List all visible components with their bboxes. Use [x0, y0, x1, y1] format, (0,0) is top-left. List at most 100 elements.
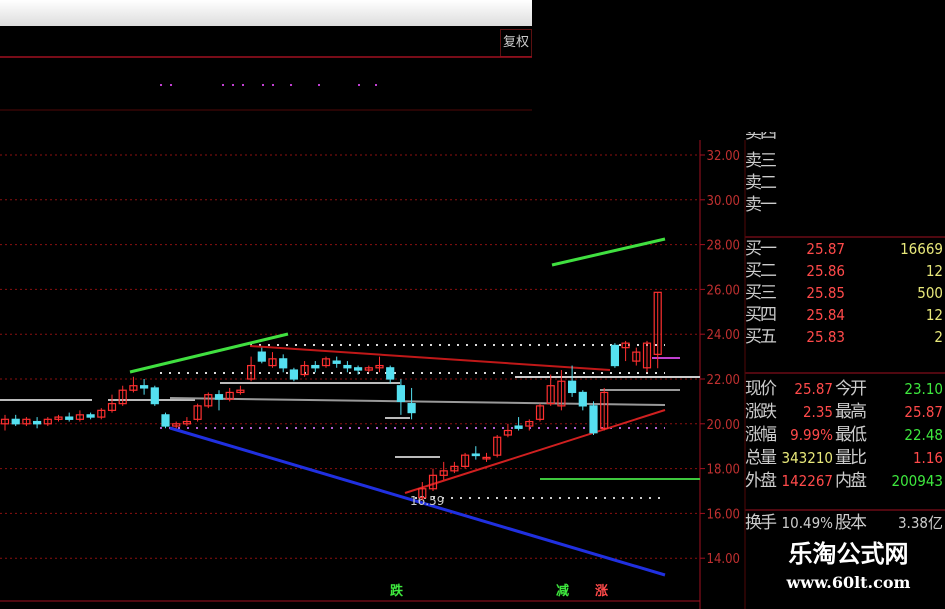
candle-body	[129, 385, 138, 391]
indicator-dot	[318, 84, 320, 86]
candle-body	[65, 416, 74, 420]
quote-label: 涨跌	[745, 402, 777, 422]
candle-body	[257, 351, 266, 362]
indicator-dot	[160, 84, 162, 86]
buy-row: 买一 25.87 16669	[745, 238, 945, 260]
quote-value: 10.49%	[781, 514, 833, 532]
candle-body	[32, 420, 42, 425]
watermark-url: www.60lt.com	[786, 573, 911, 592]
indicator-dot	[170, 84, 172, 86]
quote-label: 现价	[745, 379, 777, 399]
buy-volume: 2	[934, 328, 943, 346]
candle-body	[150, 387, 159, 405]
candle-body	[653, 291, 662, 355]
quote-row: 外盘 142267 内盘 200943	[745, 470, 945, 492]
buy-label: 买一	[745, 239, 777, 259]
candle-body	[182, 420, 191, 425]
buy-price: 25.86	[806, 262, 845, 280]
axis-tick-label: 26.00	[707, 283, 740, 298]
quote-label: 量比	[835, 448, 867, 468]
axis-tick-label: 18.00	[707, 463, 740, 478]
quote-label: 换手	[745, 513, 777, 533]
candle-body	[535, 405, 545, 420]
candle-body	[503, 429, 512, 436]
axis-tick-label: 32.00	[707, 149, 740, 164]
candle-body	[578, 391, 587, 407]
candle-body	[300, 364, 309, 376]
candle-body	[172, 423, 181, 427]
quote-row-turnover: 换手 10.49% 股本 3.38亿	[745, 512, 945, 534]
sell-row: 卖一	[745, 194, 945, 216]
quote-value: 2.35	[802, 403, 833, 421]
buy-label: 买二	[745, 261, 777, 281]
candle-body	[161, 414, 170, 427]
sell-label: 卖二	[745, 173, 777, 193]
axis-tick-label: 24.00	[707, 328, 740, 343]
uptrend-line	[551, 237, 666, 267]
quote-value: 22.48	[904, 426, 943, 444]
candle-body	[418, 488, 427, 499]
buy-volume: 12	[925, 262, 943, 280]
candle-body	[289, 369, 298, 380]
candle-body	[43, 418, 52, 425]
candle-body	[97, 409, 106, 418]
candle-body	[140, 385, 149, 389]
quote-row: 现价 25.87 今开 23.10	[745, 378, 945, 400]
quote-row: 涨幅 9.99% 最低 22.48	[745, 424, 945, 446]
candle-body	[225, 391, 234, 400]
quote-value: 25.87	[904, 403, 943, 421]
candle-body	[54, 416, 63, 420]
buy-row: 买五 25.83 2	[745, 326, 945, 348]
candle-body	[482, 456, 491, 460]
title-bar	[0, 0, 532, 26]
sell-row: 卖三	[745, 150, 945, 172]
sell-label: 卖四	[745, 132, 777, 143]
candle-body	[610, 344, 620, 367]
watermark-logo: 乐淘公式网 www.60lt.com	[752, 536, 945, 609]
sell-4-row: 卖四	[745, 132, 945, 146]
quote-value: 23.10	[904, 380, 943, 398]
axis-tick-label: 22.00	[707, 373, 740, 388]
indicator-dot	[242, 84, 244, 86]
indicator-dot	[375, 84, 377, 86]
axis-tick-label: 20.00	[707, 418, 740, 433]
uptrend-line	[129, 332, 289, 374]
buy-row: 买四 25.84 12	[745, 304, 945, 326]
gray-level-line	[169, 397, 666, 406]
buy-row: 买三 25.85 500	[745, 282, 945, 304]
indicator-dot	[358, 84, 360, 86]
candle-body	[428, 474, 438, 490]
falling-resistance-line	[249, 345, 611, 371]
candle-body	[354, 367, 363, 371]
candle-body	[461, 454, 470, 467]
axis-tick-label: 16.00	[707, 507, 740, 522]
candle-body	[247, 364, 256, 380]
signal-label: 涨	[595, 584, 609, 599]
candle-body	[321, 358, 331, 367]
buy-volume: 12	[925, 306, 943, 324]
buy-label: 买三	[745, 283, 777, 303]
candle-body	[107, 403, 117, 411]
buy-price: 25.87	[806, 240, 845, 258]
candle-body	[514, 425, 523, 429]
buy-label: 买五	[745, 327, 777, 347]
axis-tick-label: 28.00	[707, 239, 740, 254]
candle-body	[567, 380, 577, 394]
candle-body	[642, 342, 652, 369]
candle-body	[75, 414, 85, 420]
quote-value: 1.16	[912, 449, 943, 467]
candle-body	[439, 470, 448, 476]
signal-label: 减	[556, 584, 570, 599]
candle-body	[214, 394, 224, 400]
buy-price: 25.83	[806, 328, 845, 346]
quote-value: 200943	[891, 472, 943, 490]
sell-row: 卖二	[745, 172, 945, 194]
candle-body	[386, 367, 395, 380]
quote-row: 总量 343210 量比 1.16	[745, 447, 945, 469]
quote-label: 最低	[835, 425, 867, 445]
buy-row: 买二 25.86 12	[745, 260, 945, 282]
indicator-dot	[262, 84, 264, 86]
candle-body	[407, 403, 416, 414]
rising-support-line	[404, 409, 666, 494]
